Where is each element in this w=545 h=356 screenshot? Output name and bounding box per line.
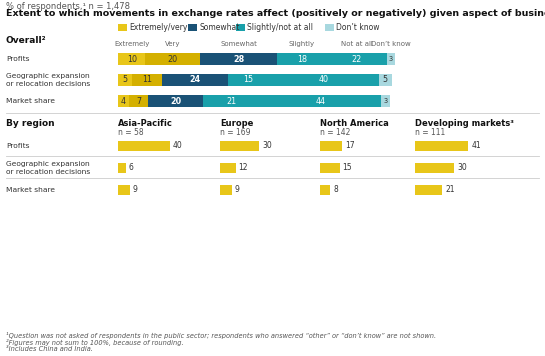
- FancyBboxPatch shape: [277, 53, 326, 65]
- FancyBboxPatch shape: [132, 74, 162, 86]
- Text: 41: 41: [471, 141, 481, 151]
- FancyBboxPatch shape: [269, 74, 379, 86]
- FancyBboxPatch shape: [382, 95, 390, 107]
- Text: n = 169: n = 169: [220, 128, 251, 137]
- Text: 3: 3: [383, 98, 387, 104]
- Text: 11: 11: [142, 75, 152, 84]
- Text: Extent to which movements in exchange rates affect (positively or negatively) gi: Extent to which movements in exchange ra…: [6, 9, 545, 18]
- Text: 22: 22: [352, 54, 362, 63]
- Text: Somewhat: Somewhat: [199, 23, 239, 32]
- Text: Europe: Europe: [220, 119, 253, 128]
- FancyBboxPatch shape: [220, 141, 259, 151]
- FancyBboxPatch shape: [325, 24, 334, 31]
- Text: 28: 28: [233, 54, 244, 63]
- Text: 21: 21: [445, 185, 455, 194]
- Text: 40: 40: [173, 141, 183, 151]
- Text: 18: 18: [296, 54, 307, 63]
- Text: 8: 8: [334, 185, 338, 194]
- Text: Profits: Profits: [6, 56, 29, 62]
- FancyBboxPatch shape: [228, 74, 269, 86]
- FancyBboxPatch shape: [118, 141, 170, 151]
- Text: 15: 15: [243, 75, 253, 84]
- FancyBboxPatch shape: [118, 24, 127, 31]
- Text: 4: 4: [121, 96, 126, 105]
- Text: 24: 24: [189, 75, 201, 84]
- Text: Asia-Pacific: Asia-Pacific: [118, 119, 173, 128]
- Text: Extremely/very: Extremely/very: [129, 23, 187, 32]
- Text: n = 111: n = 111: [415, 128, 445, 137]
- Text: 44: 44: [316, 96, 326, 105]
- Text: Overall²: Overall²: [6, 36, 47, 45]
- FancyBboxPatch shape: [203, 95, 261, 107]
- FancyBboxPatch shape: [326, 53, 387, 65]
- Text: Very: Very: [165, 41, 180, 47]
- FancyBboxPatch shape: [320, 141, 342, 151]
- Text: ¹Question was not asked of respondents in the public sector; respondents who ans: ¹Question was not asked of respondents i…: [6, 332, 436, 339]
- Text: Geographic expansion
or relocation decisions: Geographic expansion or relocation decis…: [6, 161, 90, 175]
- FancyBboxPatch shape: [379, 74, 392, 86]
- FancyBboxPatch shape: [415, 163, 454, 173]
- Text: 15: 15: [342, 163, 352, 173]
- Text: 40: 40: [319, 75, 329, 84]
- Text: Developing markets³: Developing markets³: [415, 119, 514, 128]
- Text: 9: 9: [132, 185, 137, 194]
- FancyBboxPatch shape: [387, 53, 395, 65]
- Text: 3: 3: [389, 56, 393, 62]
- FancyBboxPatch shape: [148, 95, 203, 107]
- Text: Profits: Profits: [6, 143, 29, 149]
- Text: n = 142: n = 142: [320, 128, 350, 137]
- Text: ²Figures may not sum to 100%, because of rounding.: ²Figures may not sum to 100%, because of…: [6, 339, 184, 346]
- FancyBboxPatch shape: [188, 24, 197, 31]
- Text: 20: 20: [168, 54, 178, 63]
- Text: Don’t know: Don’t know: [336, 23, 379, 32]
- FancyBboxPatch shape: [237, 24, 245, 31]
- FancyBboxPatch shape: [118, 53, 146, 65]
- Text: Not at all: Not at all: [341, 41, 373, 47]
- Text: 20: 20: [170, 96, 181, 105]
- Text: 6: 6: [129, 163, 134, 173]
- Text: 17: 17: [345, 141, 355, 151]
- FancyBboxPatch shape: [118, 74, 132, 86]
- Text: % of respondents,¹ n = 1,478: % of respondents,¹ n = 1,478: [6, 2, 130, 11]
- FancyBboxPatch shape: [220, 163, 235, 173]
- Text: Slightly: Slightly: [289, 41, 315, 47]
- Text: 5: 5: [122, 75, 128, 84]
- FancyBboxPatch shape: [261, 95, 382, 107]
- FancyBboxPatch shape: [129, 95, 148, 107]
- FancyBboxPatch shape: [118, 163, 126, 173]
- Text: Extremely: Extremely: [114, 41, 149, 47]
- Text: ³Includes China and India.: ³Includes China and India.: [6, 346, 93, 352]
- FancyBboxPatch shape: [415, 141, 468, 151]
- Text: By region: By region: [6, 119, 54, 128]
- FancyBboxPatch shape: [220, 185, 232, 195]
- FancyBboxPatch shape: [146, 53, 200, 65]
- FancyBboxPatch shape: [320, 163, 340, 173]
- Text: 21: 21: [227, 96, 237, 105]
- Text: 12: 12: [239, 163, 248, 173]
- Text: North America: North America: [320, 119, 389, 128]
- Text: 10: 10: [127, 54, 137, 63]
- Text: Slightly/not at all: Slightly/not at all: [247, 23, 313, 32]
- Text: Market share: Market share: [6, 187, 55, 193]
- Text: Market share: Market share: [6, 98, 55, 104]
- Text: 30: 30: [457, 163, 467, 173]
- Text: 30: 30: [262, 141, 272, 151]
- Text: 5: 5: [383, 75, 388, 84]
- Text: Don’t know: Don’t know: [371, 41, 411, 47]
- FancyBboxPatch shape: [162, 74, 228, 86]
- Text: Somewhat: Somewhat: [220, 41, 257, 47]
- FancyBboxPatch shape: [415, 185, 443, 195]
- FancyBboxPatch shape: [200, 53, 277, 65]
- Text: 9: 9: [235, 185, 240, 194]
- FancyBboxPatch shape: [118, 95, 129, 107]
- Text: 7: 7: [136, 96, 141, 105]
- Text: n = 58: n = 58: [118, 128, 144, 137]
- Text: Geographic expansion
or relocation decisions: Geographic expansion or relocation decis…: [6, 73, 90, 87]
- FancyBboxPatch shape: [118, 185, 130, 195]
- FancyBboxPatch shape: [320, 185, 330, 195]
